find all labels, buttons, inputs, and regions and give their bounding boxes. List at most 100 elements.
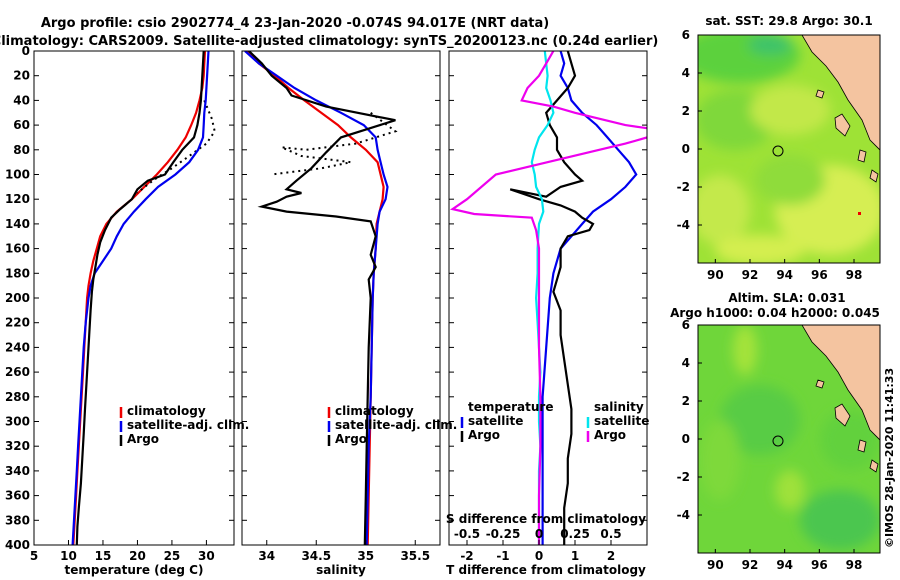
- y-tick-label: 300: [5, 415, 30, 429]
- series-line-argo: [75, 51, 205, 545]
- y-tick-label: 160: [5, 242, 30, 256]
- legend-label-argo: Argo: [335, 432, 367, 446]
- sst-map-field: [698, 35, 880, 263]
- y-tick-label: 380: [5, 513, 30, 527]
- sst-map-panel: sat. SST: 29.8 Argo: 30.1 90 92 94 96 98 6 4 2: [677, 14, 881, 282]
- map-x-tick-label: 96: [811, 268, 828, 282]
- y-tick-label: 120: [5, 192, 30, 206]
- legend-title-temperature: temperature: [468, 400, 553, 414]
- y-tick-label: 360: [5, 489, 30, 503]
- map-y-tick-label: -4: [677, 508, 690, 522]
- y-tick-label: 240: [5, 340, 30, 354]
- map-x-tick-label: 94: [776, 558, 793, 572]
- map-x-tick-label: 92: [742, 558, 759, 572]
- y-tick-label: 220: [5, 316, 30, 330]
- series-line-s-argo: [449, 51, 647, 545]
- sla-map-ticks: 90 92 94 96 98 6 4 2 0 -2 -4: [677, 318, 863, 572]
- map-x-tick-label: 92: [742, 268, 759, 282]
- series-line-satellite-adj-clim-: [71, 51, 210, 545]
- y-tick-label: 280: [5, 390, 30, 404]
- x-tick-label: 20: [129, 549, 146, 563]
- map-x-tick-label: 94: [776, 268, 793, 282]
- series-line-climatology-extrapolated: [136, 100, 216, 194]
- sla-map-title-line1: Altim. SLA: 0.031: [728, 291, 845, 305]
- temperature-series: [71, 51, 216, 545]
- x-tick-label: 35.5: [400, 549, 430, 563]
- imos-timestamp: ©IMOS 28-Jan-2020 11:41:33: [883, 368, 896, 548]
- s-tick-label: 0.5: [600, 527, 621, 541]
- s-tick-label: 0.25: [560, 527, 590, 541]
- series-line-t-argo: [509, 51, 595, 545]
- map-y-tick-label: -2: [677, 180, 690, 194]
- map-y-tick-label: 2: [682, 104, 690, 118]
- legend-label-s-argo: Argo: [594, 428, 626, 442]
- map-x-tick-label: 96: [811, 558, 828, 572]
- map-y-tick-label: 4: [682, 356, 690, 370]
- x-tick-label: 15: [95, 549, 112, 563]
- y-tick-label: 100: [5, 168, 30, 182]
- legend-label-argo: Argo: [127, 432, 159, 446]
- salinity-panel: 34 34.5 35 35.5 salinity climatology satell…: [241, 50, 457, 577]
- x-tick-label: 25: [164, 549, 181, 563]
- figure-title-line1: Argo profile: csio 2902774_4 23-Jan-2020…: [41, 16, 549, 31]
- y-tick-label: 200: [5, 291, 30, 305]
- legend-label-s-satellite: satellite: [594, 414, 649, 428]
- series-line-satellite-adj-clim-: [244, 51, 389, 545]
- x-tick-label: -1: [496, 549, 509, 563]
- legend-label-t-argo: Argo: [468, 428, 500, 442]
- salinity-axes-frame: [241, 50, 441, 546]
- y-tick-label: 340: [5, 464, 30, 478]
- map-x-tick-label: 90: [707, 268, 724, 282]
- sst-map-ticks: 90 92 94 96 98 6 4 2 0 -2 -4: [677, 28, 863, 282]
- temperature-x-ticks: 5 10 15 20 25 30: [30, 540, 215, 563]
- x-tick-label: 34.5: [301, 549, 331, 563]
- sla-map-title-line2: Argo h1000: 0.04 h2000: 0.045: [670, 306, 880, 320]
- map-x-tick-label: 90: [707, 558, 724, 572]
- map-x-tick-label: 98: [846, 558, 863, 572]
- difference-panel: -2 -1 0 1 2 -0.5 -0.25 0 0.25 0.5 S difference f…: [446, 50, 649, 577]
- difference-series: [449, 51, 647, 545]
- sla-map-panel: Altim. SLA: 0.031 Argo h1000: 0.04 h2000…: [670, 291, 881, 572]
- temperature-panel: 5 10 15 20 25 30 0 20 40 60 80 100 120 140 160 180 200 2…: [5, 44, 249, 577]
- x-tick-label: 5: [30, 549, 38, 563]
- s-tick-label: 0: [535, 527, 543, 541]
- temperature-legend: climatology satellite-adj. clim. Argo: [119, 404, 249, 446]
- difference-y-ticks: [449, 50, 647, 546]
- legend-label-climatology: climatology: [127, 404, 206, 418]
- x-tick-label: 0: [535, 549, 543, 563]
- salinity-legend: climatology satellite-adj. clim. Argo: [327, 404, 457, 446]
- temperature-x-label: temperature (deg C): [65, 563, 204, 577]
- sla-argo-location-marker: [772, 435, 784, 447]
- t-difference-x-label: T difference from climatology: [446, 563, 646, 577]
- s-difference-ticks: -0.5 -0.25 0 0.25 0.5: [454, 527, 622, 541]
- map-y-tick-label: 0: [682, 142, 690, 156]
- sla-map-field: [698, 325, 880, 553]
- x-tick-label: 10: [60, 549, 77, 563]
- x-tick-label: 2: [607, 549, 615, 563]
- y-tick-label: 180: [5, 266, 30, 280]
- sst-argo-location-marker: [772, 145, 784, 157]
- legend-label-satellite-adj: satellite-adj. clim.: [127, 418, 249, 432]
- y-tick-label: 0: [22, 44, 30, 58]
- figure-title-line2: Climatology: CARS2009. Satellite-adjuste…: [0, 34, 658, 49]
- y-tick-label: 40: [13, 93, 30, 107]
- x-tick-label: 30: [198, 549, 215, 563]
- x-tick-label: 35: [357, 549, 374, 563]
- salinity-x-label: salinity: [316, 563, 366, 577]
- y-tick-label: 260: [5, 365, 30, 379]
- map-y-tick-label: -2: [677, 470, 690, 484]
- x-tick-label: -2: [460, 549, 473, 563]
- s-tick-label: -0.25: [486, 527, 521, 541]
- legend-label-climatology: climatology: [335, 404, 414, 418]
- legend-label-satellite-adj: satellite-adj. clim.: [335, 418, 457, 432]
- s-difference-label: S difference from climatology: [446, 512, 646, 526]
- salinity-series: [244, 51, 398, 545]
- series-line-argo: [248, 51, 396, 545]
- x-tick-label: 1: [571, 549, 579, 563]
- map-y-tick-label: 0: [682, 432, 690, 446]
- map-y-tick-label: 4: [682, 66, 690, 80]
- legend-title-salinity: salinity: [594, 400, 644, 414]
- y-tick-label: 20: [13, 69, 30, 83]
- legend-label-t-satellite: satellite: [468, 414, 523, 428]
